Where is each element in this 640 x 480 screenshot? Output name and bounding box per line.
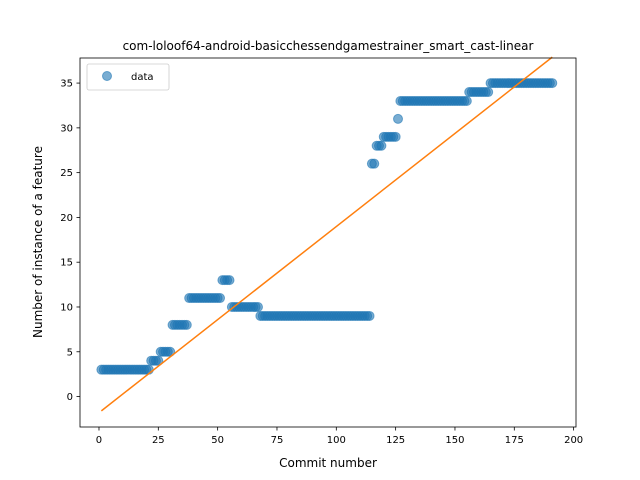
x-tick-label: 25 [152, 435, 165, 446]
data-point [364, 310, 375, 321]
x-tick-label: 125 [386, 435, 405, 446]
y-tick-label: 35 [60, 79, 73, 90]
x-tick-label: 75 [271, 435, 284, 446]
legend-label: data [131, 72, 154, 83]
data-point [376, 140, 387, 151]
x-tick-label: 175 [505, 435, 524, 446]
axes-frame [79, 57, 577, 428]
y-tick-label: 25 [60, 168, 73, 179]
data-point [181, 319, 192, 330]
y-tick-label: 10 [60, 302, 73, 313]
x-axis-label: Commit number [279, 456, 377, 470]
data-point [461, 95, 472, 106]
y-axis-ticks: 0 5 10 15 20 25 30 35 [60, 79, 80, 403]
data-point [215, 293, 226, 304]
data-point [483, 87, 494, 98]
y-tick-label: 0 [67, 392, 73, 403]
x-tick-label: 0 [96, 435, 102, 446]
x-tick-label: 150 [445, 435, 464, 446]
legend-box [86, 63, 170, 91]
legend: data [86, 63, 170, 91]
y-axis-label: Number of instance of a feature [31, 146, 45, 338]
fit-line [100, 56, 553, 412]
x-tick-label: 200 [564, 435, 583, 446]
data-point [369, 158, 380, 169]
data-point [393, 113, 404, 124]
y-tick-label: 15 [60, 258, 73, 269]
y-tick-label: 5 [67, 347, 73, 358]
data-point [224, 275, 235, 286]
x-tick-label: 100 [327, 435, 346, 446]
data-point [153, 355, 164, 366]
y-tick-label: 20 [60, 213, 73, 224]
x-axis-ticks: 0 25 50 75 100 125 150 175 200 [96, 427, 583, 446]
data-point [390, 131, 401, 142]
data-point [252, 301, 263, 312]
legend-marker [102, 71, 112, 81]
x-tick-label: 50 [211, 435, 224, 446]
plot-area [96, 56, 558, 412]
data-point [547, 78, 558, 89]
chart-title: com-loloof64-android-basicchessendgamest… [123, 39, 534, 53]
y-tick-label: 30 [60, 123, 73, 134]
